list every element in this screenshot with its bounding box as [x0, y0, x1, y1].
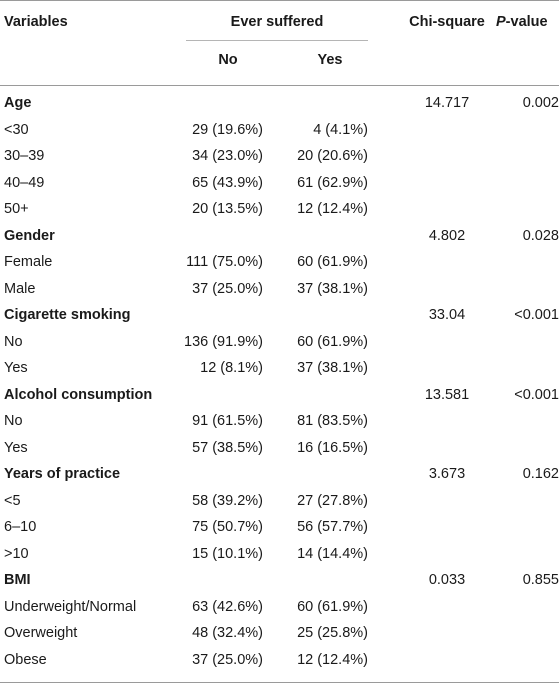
row-label: Overweight — [4, 625, 78, 641]
count-yes: 14 (14.4%) — [297, 546, 368, 562]
group-label: Alcohol consumption — [4, 387, 153, 403]
p-value: 0.002 — [522, 95, 559, 111]
count-no: 111 (75.0%) — [186, 254, 263, 270]
row-label: 50+ — [4, 201, 29, 217]
count-no: 37 (25.0%) — [192, 652, 263, 668]
count-yes: 25 (25.8%) — [297, 625, 368, 641]
count-yes: 4 (4.1%) — [313, 122, 368, 138]
p-value: <0.001 — [514, 387, 559, 403]
p-value: 0.162 — [522, 466, 559, 482]
count-yes: 60 (61.9%) — [297, 599, 368, 615]
row-label: Yes — [4, 360, 28, 376]
count-no: 20 (13.5%) — [192, 201, 263, 217]
row-label: Yes — [4, 440, 28, 456]
count-yes: 60 (61.9%) — [297, 254, 368, 270]
count-yes: 61 (62.9%) — [297, 175, 368, 191]
table-bottom-rule — [0, 682, 559, 683]
header-chi-square: Chi-square — [409, 14, 485, 30]
count-yes: 12 (12.4%) — [297, 201, 368, 217]
header-variables: Variables — [4, 14, 68, 30]
chi-square-value: 14.717 — [424, 95, 470, 111]
count-yes: 16 (16.5%) — [297, 440, 368, 456]
header-group-rule — [186, 40, 368, 41]
count-yes: 37 (38.1%) — [297, 281, 368, 297]
chi-square-value: 0.033 — [428, 572, 466, 588]
count-yes: 12 (12.4%) — [297, 652, 368, 668]
count-no: 91 (61.5%) — [192, 413, 263, 429]
count-yes: 56 (57.7%) — [297, 519, 368, 535]
p-value: 0.028 — [522, 228, 559, 244]
row-label: 40–49 — [4, 175, 45, 191]
count-no: 75 (50.7%) — [192, 519, 263, 535]
row-label: 6–10 — [4, 519, 37, 535]
header-bottom-rule — [0, 85, 559, 86]
count-no: 65 (43.9%) — [192, 175, 263, 191]
count-no: 12 (8.1%) — [200, 360, 263, 376]
count-no: 37 (25.0%) — [192, 281, 263, 297]
p-value: 0.855 — [522, 572, 559, 588]
chi-square-value: 33.04 — [428, 307, 466, 323]
header-ever-suffered: Ever suffered — [230, 14, 324, 30]
row-label: No — [4, 334, 23, 350]
group-label: Cigarette smoking — [4, 307, 131, 323]
row-label: No — [4, 413, 23, 429]
row-label: Female — [4, 254, 53, 270]
count-no: 29 (19.6%) — [192, 122, 263, 138]
row-label: Male — [4, 281, 36, 297]
row-label: Obese — [4, 652, 47, 668]
header-no: No — [218, 52, 238, 68]
count-no: 58 (39.2%) — [192, 493, 263, 509]
group-label: Years of practice — [4, 466, 121, 482]
group-label: BMI — [4, 572, 31, 588]
table-top-rule — [0, 0, 559, 1]
row-label: 30–39 — [4, 148, 45, 164]
header-yes: Yes — [317, 52, 343, 68]
count-no: 48 (32.4%) — [192, 625, 263, 641]
header-p-suffix: -value — [505, 14, 548, 30]
header-p-value: P-value — [496, 13, 548, 31]
count-yes: 60 (61.9%) — [297, 334, 368, 350]
row-label: <5 — [4, 493, 21, 509]
p-value: <0.001 — [514, 307, 559, 323]
count-no: 34 (23.0%) — [192, 148, 263, 164]
count-no: 15 (10.1%) — [192, 546, 263, 562]
group-label: Gender — [4, 228, 55, 244]
row-label: Underweight/Normal — [4, 599, 137, 615]
chi-square-value: 4.802 — [428, 228, 466, 244]
count-yes: 81 (83.5%) — [297, 413, 368, 429]
count-no: 63 (42.6%) — [192, 599, 263, 615]
chi-square-value: 13.581 — [424, 387, 470, 403]
count-no: 57 (38.5%) — [192, 440, 263, 456]
header-p-italic: P — [496, 14, 506, 30]
row-label: <30 — [4, 122, 29, 138]
count-yes: 27 (27.8%) — [297, 493, 368, 509]
count-yes: 20 (20.6%) — [297, 148, 368, 164]
group-label: Age — [4, 95, 32, 111]
chi-square-value: 3.673 — [428, 466, 466, 482]
count-no: 136 (91.9%) — [184, 334, 263, 350]
row-label: >10 — [4, 546, 29, 562]
count-yes: 37 (38.1%) — [297, 360, 368, 376]
